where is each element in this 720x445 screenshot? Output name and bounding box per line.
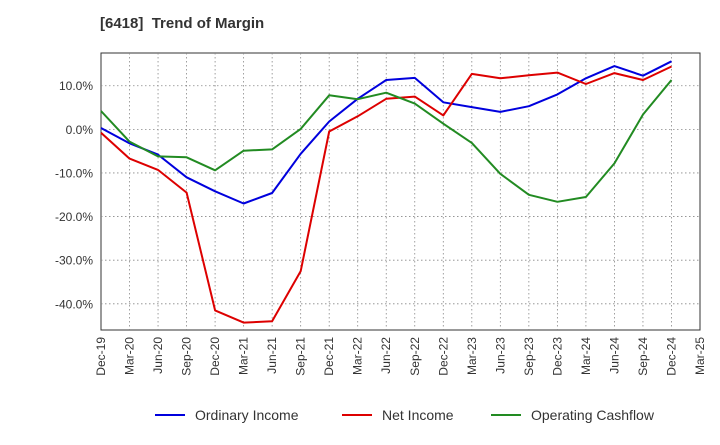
x-tick-label: Dec-24 <box>664 337 678 376</box>
x-tick-label: Sep-20 <box>180 337 194 376</box>
x-tick-label: Mar-25 <box>693 337 707 375</box>
x-tick-label: Jun-24 <box>607 337 621 374</box>
x-tick-label: Mar-24 <box>579 337 593 375</box>
series-line <box>100 79 673 203</box>
x-tick-label: Jun-21 <box>265 337 279 374</box>
y-tick-label: -30.0% <box>55 254 93 268</box>
y-tick-label: 10.0% <box>59 79 93 93</box>
x-tick-label: Mar-22 <box>351 337 365 375</box>
x-tick-label: Dec-23 <box>550 337 564 376</box>
chart-title: [6418] Trend of Margin <box>100 15 265 32</box>
x-tick-label: Sep-23 <box>522 337 536 376</box>
x-tick-label: Sep-21 <box>294 337 308 376</box>
y-tick-label: -40.0% <box>55 297 93 311</box>
x-tick-label: Sep-24 <box>636 337 650 376</box>
y-tick-label: 0.0% <box>66 123 94 137</box>
x-tick-label: Mar-20 <box>123 337 137 375</box>
x-tick-label: Dec-20 <box>208 337 222 376</box>
x-tick-label: Dec-22 <box>436 337 450 376</box>
legend-label: Operating Cashflow <box>531 407 655 423</box>
x-tick-label: Mar-21 <box>237 337 251 375</box>
x-tick-label: Sep-22 <box>408 337 422 376</box>
legend-label: Net Income <box>382 407 454 423</box>
x-tick-label: Dec-21 <box>322 337 336 376</box>
y-tick-label: -20.0% <box>55 210 93 224</box>
x-tick-label: Mar-23 <box>465 337 479 375</box>
series-line <box>100 60 672 205</box>
x-tick-label: Dec-19 <box>94 337 108 376</box>
legend-label: Ordinary Income <box>195 407 299 423</box>
y-tick-label: -10.0% <box>55 166 93 180</box>
x-tick-label: Jun-20 <box>151 337 165 374</box>
plot-area <box>100 52 701 331</box>
series-line <box>100 65 672 324</box>
x-tick-label: Jun-23 <box>493 337 507 374</box>
x-tick-label: Jun-22 <box>379 337 393 374</box>
